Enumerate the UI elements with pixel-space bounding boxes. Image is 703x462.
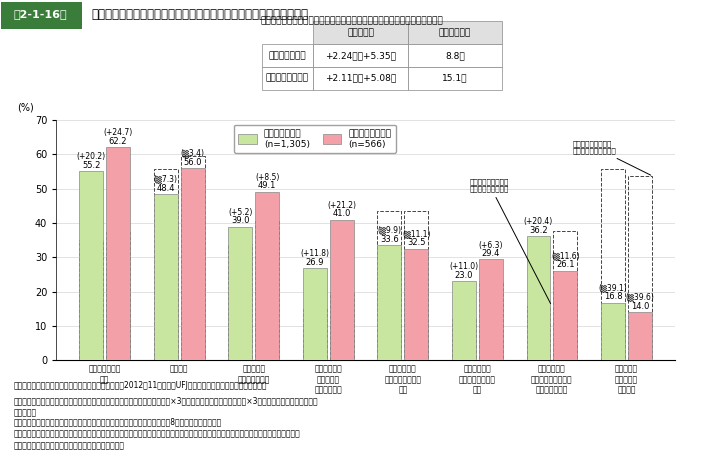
Bar (154, 169, 178, 360)
Text: 56.0: 56.0 (183, 158, 202, 167)
Text: 第2-1-16図: 第2-1-16図 (14, 9, 67, 19)
FancyBboxPatch shape (1, 2, 82, 29)
Bar (181, 157, 205, 360)
Bar (330, 219, 354, 360)
Text: 資料：中小企業庁委託「起業の実態に関する調査」（2012年11月、三菱UFJリサーチ＆コンサルティング（株））: 資料：中小企業庁委託「起業の実態に関する調査」（2012年11月、三菱UFJリサ… (14, 381, 268, 390)
Bar (106, 147, 130, 360)
Text: （注）　１．「始期～終期」及び「平均従業員数」は、平均値－（標準偏差×3）未満及び平均値＋（標準偏差×3）超の数値を異常値として除: （注） １．「始期～終期」及び「平均従業員数」は、平均値－（標準偏差×3）未満及… (14, 396, 318, 405)
Text: 55.2: 55.2 (82, 160, 101, 170)
Bar (404, 249, 428, 360)
Y-axis label: (%): (%) (17, 103, 34, 113)
Text: (+5.2): (+5.2) (228, 207, 252, 217)
Bar (228, 244, 252, 360)
Bar (154, 194, 178, 360)
Bar (452, 319, 476, 360)
Text: 48.4: 48.4 (157, 184, 175, 193)
Text: 62.2: 62.2 (109, 136, 127, 146)
Bar (255, 221, 279, 360)
Text: 49.1: 49.1 (258, 182, 276, 190)
Text: 41.0: 41.0 (333, 209, 351, 218)
Text: 36.2: 36.2 (529, 226, 548, 235)
Bar (527, 236, 550, 360)
Bar (378, 245, 401, 360)
Bar (79, 171, 103, 360)
Bar (479, 260, 503, 360)
Text: (▒39.1): (▒39.1) (599, 284, 627, 293)
Bar (553, 271, 577, 360)
Text: 33.6: 33.6 (380, 235, 399, 243)
Bar (479, 281, 503, 360)
Text: （成長初期：売上が計上されているが、営業利益が黒字化していない段階）: （成長初期：売上が計上されているが、営業利益が黒字化していない段階） (260, 16, 443, 25)
Bar (553, 231, 577, 360)
Bar (303, 268, 327, 360)
Bar (527, 306, 550, 360)
Text: (▒3.4): (▒3.4) (181, 149, 205, 158)
Text: 下側の（　）内は、萌芽期からの増減を示している。: 下側の（ ）内は、萌芽期からの増減を示している。 (14, 441, 125, 450)
Text: (+11.0): (+11.0) (449, 262, 479, 272)
Text: (▒9.9): (▒9.9) (378, 226, 401, 235)
Text: 成長初期における起業形態別の起業・事業運営上の課題（複数回答）: 成長初期における起業形態別の起業・事業運営上の課題（複数回答） (91, 8, 309, 21)
Bar (452, 281, 476, 360)
Text: (+20.2): (+20.2) (77, 152, 106, 161)
Text: ２．「萌芽期」、「成長初期」、「安定・拡大期」通算の回答数上余8項目を表示している。: ２．「萌芽期」、「成長初期」、「安定・拡大期」通算の回答数上余8項目を表示してい… (14, 417, 222, 426)
Text: 29.4: 29.4 (482, 249, 500, 258)
Bar (228, 226, 252, 360)
Text: (+20.4): (+20.4) (524, 217, 553, 226)
Text: 14.0: 14.0 (631, 302, 649, 311)
Text: (+11.8): (+11.8) (300, 249, 330, 258)
Text: (+8.5): (+8.5) (255, 173, 279, 182)
Bar (601, 169, 625, 360)
Bar (255, 192, 279, 360)
Text: (▒11.6): (▒11.6) (551, 252, 580, 261)
Text: (+24.7): (+24.7) (103, 128, 133, 137)
Bar (106, 231, 130, 360)
Bar (79, 240, 103, 360)
Text: (+21.2): (+21.2) (327, 201, 356, 210)
Text: 39.0: 39.0 (231, 216, 250, 225)
Bar (628, 312, 652, 360)
Text: 32.5: 32.5 (407, 238, 425, 248)
Text: 萌芽期における課題
（地域需要創出型）: 萌芽期における課題 （地域需要創出型） (470, 178, 550, 304)
Bar (330, 292, 354, 360)
Text: 萌芽期における課題
（グローバル成長型）: 萌芽期における課題 （グローバル成長型） (573, 140, 651, 175)
Bar (404, 211, 428, 360)
Legend: 地域需要創出型
(n=1,305), グローバル成長型
(n=566): 地域需要創出型 (n=1,305), グローバル成長型 (n=566) (234, 125, 396, 153)
Bar (601, 303, 625, 360)
Text: ３．点線部分は、「地域需要創出型」と「グローバル成長型」それぞれの萌芽期における回答割合を示しており、回答割合の数値の: ３．点線部分は、「地域需要創出型」と「グローバル成長型」それぞれの萌芽期における… (14, 429, 301, 438)
Text: 16.8: 16.8 (604, 292, 622, 301)
Text: 26.9: 26.9 (306, 258, 324, 267)
Bar (181, 168, 205, 360)
Text: 26.1: 26.1 (556, 261, 574, 269)
Bar (303, 309, 327, 360)
Text: (▒7.3): (▒7.3) (154, 175, 178, 184)
Text: (+6.3): (+6.3) (479, 241, 503, 249)
Text: いている。: いている。 (14, 408, 37, 417)
Bar (378, 211, 401, 360)
Text: (▒11.1): (▒11.1) (402, 230, 430, 239)
Bar (628, 176, 652, 360)
Text: (▒39.6): (▒39.6) (626, 293, 654, 302)
Text: 23.0: 23.0 (455, 271, 473, 280)
